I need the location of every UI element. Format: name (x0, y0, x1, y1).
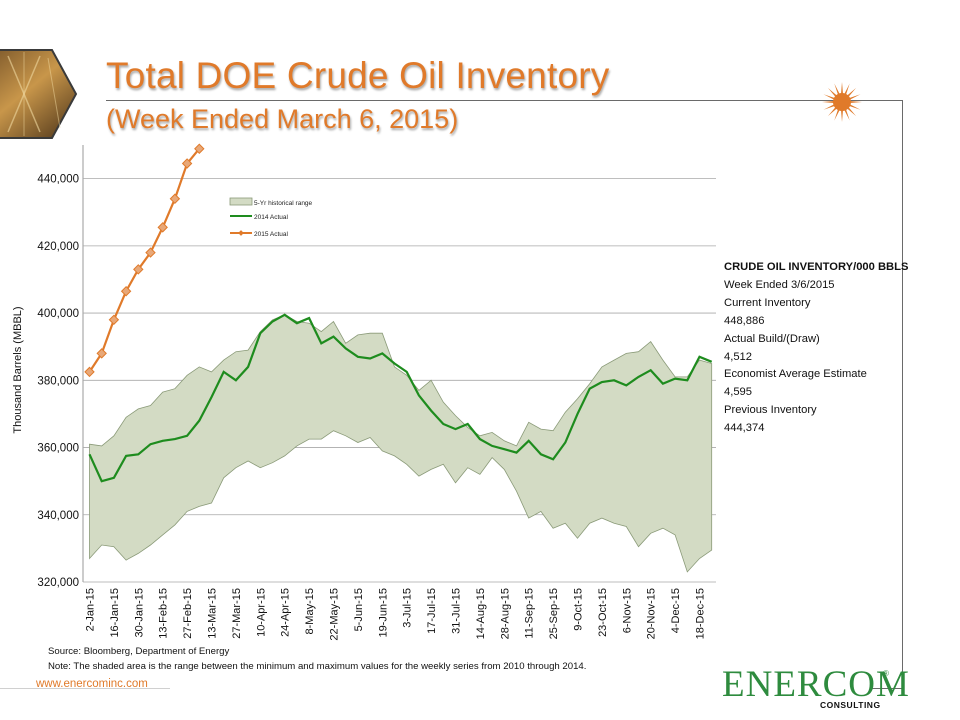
x-tick-label: 14-Aug-15 (475, 588, 487, 639)
series-2015-point (194, 143, 205, 154)
y-tick-label: 320,000 (37, 577, 79, 589)
enercom-logo: ENERCOM ® CONSULTING (722, 663, 909, 713)
x-tick-label: 2-Jan-15 (85, 588, 97, 631)
enercom-logo-word: ENERCOM (722, 664, 910, 705)
x-tick-label: 19-Jun-15 (377, 588, 389, 638)
x-tick-label: 24-Apr-15 (280, 588, 292, 637)
series-2015-point (120, 285, 132, 297)
slide-subtitle: (Week Ended March 6, 2015) (106, 104, 459, 134)
x-tick-label: 8-May-15 (304, 588, 316, 634)
info-previous-label: Previous Inventory (724, 404, 817, 417)
x-tick-label: 13-Feb-15 (158, 588, 170, 639)
legend-label-range: 5-Yr historical range (254, 200, 313, 207)
x-tick-label: 3-Jul-15 (402, 588, 414, 628)
registered-mark-icon: ® (883, 669, 889, 678)
y-tick-label: 400,000 (37, 308, 79, 320)
x-tick-label: 9-Oct-15 (573, 588, 585, 631)
chart-note: Note: The shaded area is the range betwe… (48, 661, 587, 672)
website-link[interactable]: www.enercominc.com (36, 678, 148, 690)
x-tick-label: 6-Nov-15 (621, 588, 633, 633)
frame-line-top (106, 100, 902, 101)
series-2015-point (108, 314, 120, 326)
series-2015-point (133, 264, 144, 275)
x-tick-label: 10-Apr-15 (255, 588, 267, 637)
series-2015-point (145, 247, 156, 258)
series-2015-line (88, 148, 201, 373)
info-estimate-label: Economist Average Estimate (724, 368, 867, 381)
series-2015-point (84, 366, 95, 378)
frame-line-right (902, 100, 903, 688)
x-tick-label: 28-Aug-15 (499, 588, 511, 639)
info-current-value: 448,886 (724, 314, 765, 327)
info-build-value: 4,512 (724, 350, 752, 363)
y-tick-label: 360,000 (37, 443, 79, 455)
y-tick-label: 440,000 (37, 174, 79, 186)
x-tick-label: 20-Nov-15 (646, 588, 658, 639)
x-tick-label: 27-Mar-15 (231, 588, 243, 639)
enercom-logo-tagline: CONSULTING (820, 700, 881, 710)
legend-marker-2015 (238, 230, 244, 236)
y-axis-ticks: 320,000 340,000 360,000 380,000 400,000 420,0… (37, 174, 79, 589)
sun-burst-icon (822, 82, 862, 122)
legend-swatch-range (229, 197, 253, 206)
x-tick-label: 13-Mar-15 (207, 588, 219, 639)
x-tick-label: 16-Jan-15 (109, 588, 121, 638)
info-build-label: Actual Build/(Draw) (724, 332, 820, 345)
crude-inventory-chart: 320,000 340,000 360,000 380,000 400,000 420,0… (12, 143, 716, 641)
legend-label-2015: 2015 Actual (254, 231, 289, 238)
slide-title: Total DOE Crude Oil Inventory (106, 55, 610, 96)
chart-source: Source: Bloomberg, Department of Energy (48, 646, 230, 657)
x-tick-label: 31-Jul-15 (451, 588, 463, 634)
x-tick-label: 5-Jun-15 (353, 588, 365, 631)
info-estimate-value: 4,595 (724, 386, 752, 399)
x-tick-label: 30-Jan-15 (133, 588, 145, 638)
info-week-ended: Week Ended 3/6/2015 (724, 278, 835, 291)
series-2015-point (181, 158, 193, 169)
y-axis-label: Thousand Barrels (MBBL) (12, 306, 24, 433)
hexagon-oilfield-logo (0, 49, 78, 139)
info-previous-value: 444,374 (724, 422, 765, 435)
x-tick-label: 11-Sep-15 (524, 588, 536, 639)
footer-divider (0, 688, 170, 689)
series-2015-markers (84, 143, 205, 378)
y-tick-label: 420,000 (37, 241, 79, 253)
y-tick-label: 380,000 (37, 375, 79, 387)
info-heading: CRUDE OIL INVENTORY/000 BBLS (724, 261, 909, 273)
series-2015-point (169, 193, 181, 205)
legend-label-2014: 2014 Actual (254, 214, 289, 221)
series-2015-point (96, 348, 107, 359)
y-tick-label: 340,000 (37, 510, 79, 522)
inventory-info-box: CRUDE OIL INVENTORY/000 BBLS Week Ended … (724, 259, 908, 438)
series-2014-line (88, 313, 713, 483)
x-axis-ticks: 2-Jan-15 16-Jan-15 30-Jan-15 13-Feb-15 27-Fe… (85, 588, 707, 641)
series-2015-point (157, 222, 168, 233)
series-range-area (89, 314, 713, 573)
chart-legend: 5-Yr historical range 2014 Actual 2015 A… (229, 197, 313, 238)
frame-line-bottom (870, 688, 903, 689)
info-current-label: Current Inventory (724, 296, 811, 309)
x-tick-label: 4-Dec-15 (670, 588, 682, 633)
x-tick-label: 17-Jul-15 (426, 588, 438, 634)
x-tick-label: 25-Sep-15 (548, 588, 560, 639)
x-tick-label: 18-Dec-15 (695, 588, 707, 639)
x-tick-label: 22-May-15 (329, 588, 341, 641)
x-tick-label: 23-Oct-15 (597, 588, 609, 637)
x-tick-label: 27-Feb-15 (182, 588, 194, 639)
